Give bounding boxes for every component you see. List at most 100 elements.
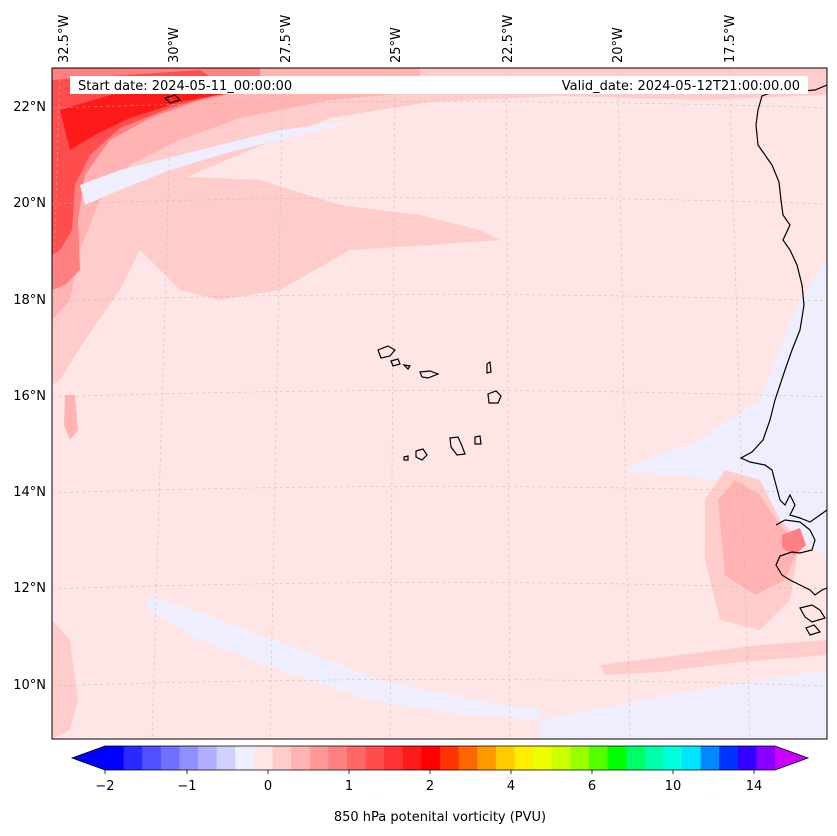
colorbar-segment	[160, 746, 180, 770]
colorbar-segment	[216, 746, 236, 770]
colorbar-segment	[533, 746, 553, 770]
pv-contour-pink-streak-west	[52, 620, 78, 739]
colorbar-segment	[495, 746, 515, 770]
pv-contour-medium-red-northwest	[52, 68, 420, 320]
colorbar-ticks	[104, 770, 755, 774]
colorbar-segment	[198, 746, 218, 770]
pv-contour-bright-red-northwest	[60, 80, 235, 150]
colorbar-segment	[142, 746, 162, 770]
pv-contour-pale-blue-east	[620, 260, 827, 560]
colorbar-segment	[756, 746, 776, 770]
graticule	[52, 68, 827, 739]
coast-guinea-bissau	[799, 604, 826, 636]
lon-label-30w: 30°W	[167, 27, 182, 63]
cb-tick-0: 0	[264, 779, 272, 794]
colorbar-segment	[588, 746, 608, 770]
start-date-label: Start date: 2024-05-11_00:00:00	[78, 79, 292, 94]
coast-gambia-guinea	[775, 519, 827, 596]
colorbar-segment	[477, 746, 497, 770]
parallel-10n	[52, 679, 827, 687]
header-box	[70, 76, 808, 94]
cb-tick-10: 10	[665, 779, 682, 794]
island-sal	[486, 360, 492, 374]
pv-contour-pink-spot-west	[64, 395, 78, 440]
cb-tick-neg2: −2	[95, 779, 114, 794]
lat-label-14n: 14°N	[13, 485, 46, 500]
lat-label-16n: 16°N	[13, 389, 46, 404]
lat-label-20n: 20°N	[13, 196, 46, 211]
island-santo-antao	[377, 345, 396, 359]
meridian-17-5w	[728, 68, 751, 739]
meridian-30w	[151, 68, 173, 739]
island-boa-vista	[487, 390, 502, 404]
coast-mauritania-senegal	[739, 84, 827, 523]
lat-label-12n: 12°N	[13, 581, 46, 596]
colorbar-segment	[737, 746, 757, 770]
lon-label-20w: 20°W	[611, 27, 626, 63]
colorbar-segment	[421, 746, 441, 770]
colorbar-segment	[551, 746, 571, 770]
island-santiago	[449, 436, 466, 456]
lon-label-22-5w: 22.5°W	[501, 15, 516, 63]
colorbar-segment	[402, 746, 422, 770]
parallel-12n	[52, 582, 827, 590]
pv-contour-pale-blue-southeast	[540, 670, 827, 739]
lon-label-17-5w: 17.5°W	[723, 15, 738, 63]
latitude-labels: 22°N 20°N 18°N 16°N 14°N 12°N 10°N	[13, 100, 46, 693]
cape-verde-islands	[377, 345, 502, 461]
colorbar: −2 −1 0 1 2 4 6 10 14 850 hPa potenital …	[70, 745, 810, 825]
meridian-20w	[617, 68, 631, 739]
colorbar-segment	[607, 746, 627, 770]
meridian-27-5w	[269, 68, 284, 739]
valid-date-label: Valid_date: 2024-05-12T21:00:00.00	[562, 79, 800, 94]
meridian-25w	[389, 68, 396, 739]
island-sao-nicolau	[419, 370, 440, 379]
colorbar-over-arrow	[775, 746, 808, 770]
colorbar-tick-labels: −2 −1 0 1 2 4 6 10 14	[95, 779, 762, 794]
colorbar-segment	[663, 746, 683, 770]
cb-tick-14: 14	[746, 779, 763, 794]
colorbar-segment	[346, 746, 366, 770]
lon-label-27-5w: 27.5°W	[279, 15, 294, 63]
colorbar-segment	[440, 746, 460, 770]
lat-label-18n: 18°N	[13, 293, 46, 308]
colorbar-segment	[570, 746, 590, 770]
colorbar-segment	[179, 746, 199, 770]
island-fogo	[415, 448, 428, 461]
colorbar-segment	[644, 746, 664, 770]
lon-label-32-5w: 32.5°W	[57, 15, 72, 63]
island-maio	[474, 435, 482, 445]
colorbar-segment	[681, 746, 701, 770]
colorbar-title: 850 hPa potenital vorticity (PVU)	[334, 810, 546, 825]
lat-label-22n: 22°N	[13, 100, 46, 115]
map-panel	[52, 68, 827, 739]
pv-contour-pink-band-20N	[140, 175, 500, 300]
colorbar-segment	[105, 746, 125, 770]
colorbar-segment	[700, 746, 720, 770]
cb-tick-4: 4	[507, 779, 515, 794]
colorbar-segment	[272, 746, 292, 770]
cb-tick-2: 2	[426, 779, 434, 794]
colorbar-segment	[626, 746, 646, 770]
parallel-14n	[52, 486, 827, 494]
island-brava	[403, 455, 409, 461]
colorbar-segment	[365, 746, 385, 770]
colorbar-under-arrow	[72, 746, 105, 770]
african-coastline	[739, 84, 827, 636]
cb-tick-6: 6	[588, 779, 596, 794]
colorbar-segment	[719, 746, 739, 770]
colorbar-segment	[235, 746, 255, 770]
colorbar-segment	[291, 746, 311, 770]
cb-tick-1: 1	[345, 779, 353, 794]
colorbar-segment	[514, 746, 534, 770]
colorbar-segment	[458, 746, 478, 770]
parallel-16n	[52, 390, 827, 398]
coast-marker-top-left	[163, 94, 182, 104]
parallel-18n	[52, 294, 827, 302]
colorbar-segments	[105, 746, 776, 770]
pv-contour-red-blob-east	[718, 480, 800, 595]
pv-contour-pink-south-band	[600, 640, 827, 675]
island-santa-luzia	[402, 364, 412, 370]
colorbar-segment	[253, 746, 273, 770]
